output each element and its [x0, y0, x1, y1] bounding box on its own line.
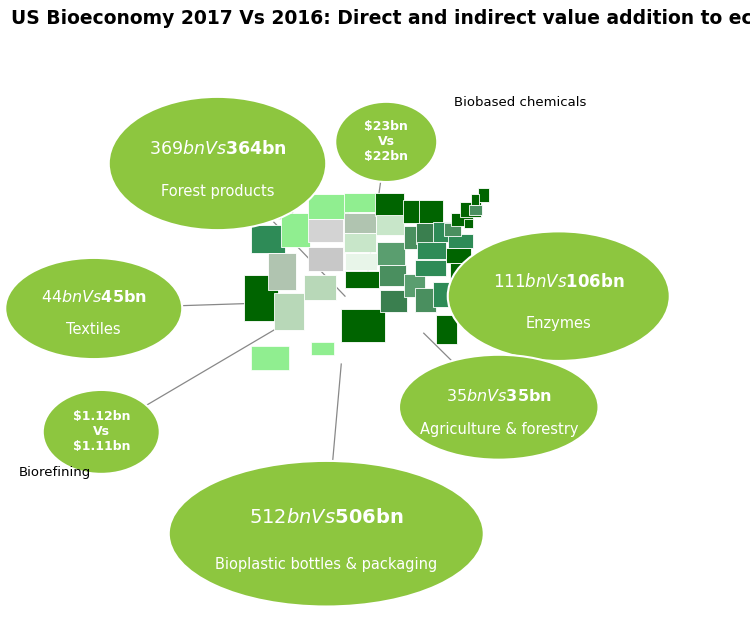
- Bar: [403, 200, 427, 223]
- Ellipse shape: [399, 355, 598, 460]
- Bar: [433, 222, 454, 242]
- Bar: [345, 271, 379, 288]
- Bar: [469, 205, 482, 215]
- Bar: [478, 188, 489, 202]
- Bar: [375, 193, 404, 216]
- Bar: [415, 288, 436, 312]
- Bar: [419, 200, 442, 223]
- Text: Textiles: Textiles: [67, 322, 121, 337]
- Text: $111bn Vs $106bn: $111bn Vs $106bn: [493, 273, 625, 291]
- Text: Biorefining: Biorefining: [19, 466, 91, 479]
- Bar: [345, 253, 376, 270]
- Bar: [304, 275, 336, 300]
- Text: $512bn Vs $506bn: $512bn Vs $506bn: [249, 508, 404, 527]
- Bar: [344, 233, 376, 252]
- Bar: [379, 265, 406, 286]
- Text: Enzymes: Enzymes: [526, 316, 592, 331]
- Bar: [244, 275, 278, 321]
- Bar: [308, 219, 343, 242]
- Bar: [281, 213, 310, 247]
- Bar: [259, 194, 292, 219]
- Bar: [251, 225, 285, 253]
- Bar: [404, 226, 425, 249]
- Bar: [451, 213, 473, 226]
- Bar: [444, 223, 460, 236]
- Text: Forest products: Forest products: [160, 184, 274, 199]
- Bar: [404, 274, 424, 297]
- Bar: [380, 290, 407, 312]
- Bar: [436, 315, 457, 344]
- Text: Agriculture & forestry: Agriculture & forestry: [419, 422, 578, 437]
- Bar: [308, 194, 349, 219]
- Bar: [376, 215, 404, 235]
- Text: Biobased chemicals: Biobased chemicals: [454, 96, 586, 109]
- Bar: [311, 342, 334, 355]
- Bar: [416, 223, 434, 244]
- Ellipse shape: [335, 102, 437, 182]
- Bar: [446, 248, 471, 263]
- Bar: [377, 242, 405, 265]
- Ellipse shape: [109, 97, 326, 230]
- Bar: [433, 282, 456, 307]
- Text: $1.12bn
Vs
$1.11bn: $1.12bn Vs $1.11bn: [73, 410, 130, 453]
- Bar: [417, 242, 446, 259]
- Bar: [415, 260, 446, 276]
- Bar: [308, 247, 343, 271]
- Ellipse shape: [43, 390, 160, 474]
- Ellipse shape: [169, 461, 484, 607]
- Text: Bioplastic bottles & packaging: Bioplastic bottles & packaging: [215, 557, 437, 572]
- Text: $23bn
Vs
$22bn: $23bn Vs $22bn: [364, 120, 408, 164]
- Bar: [344, 193, 376, 212]
- Text: $35bn Vs $35bn: $35bn Vs $35bn: [446, 387, 552, 404]
- Ellipse shape: [5, 258, 182, 359]
- Bar: [341, 308, 385, 342]
- Bar: [274, 293, 304, 330]
- Text: $44bn Vs $45bn: $44bn Vs $45bn: [40, 289, 147, 305]
- Bar: [450, 263, 469, 280]
- Bar: [460, 202, 481, 217]
- Ellipse shape: [448, 231, 670, 361]
- Bar: [464, 219, 472, 228]
- Bar: [268, 253, 296, 290]
- Bar: [448, 234, 472, 248]
- Bar: [344, 213, 376, 233]
- Text: $369bn Vs $364bn: $369bn Vs $364bn: [148, 140, 286, 158]
- Bar: [471, 194, 478, 205]
- Bar: [251, 346, 289, 370]
- Text: US Bioeconomy 2017 Vs 2016: Direct and indirect value addition to economy: US Bioeconomy 2017 Vs 2016: Direct and i…: [11, 9, 750, 28]
